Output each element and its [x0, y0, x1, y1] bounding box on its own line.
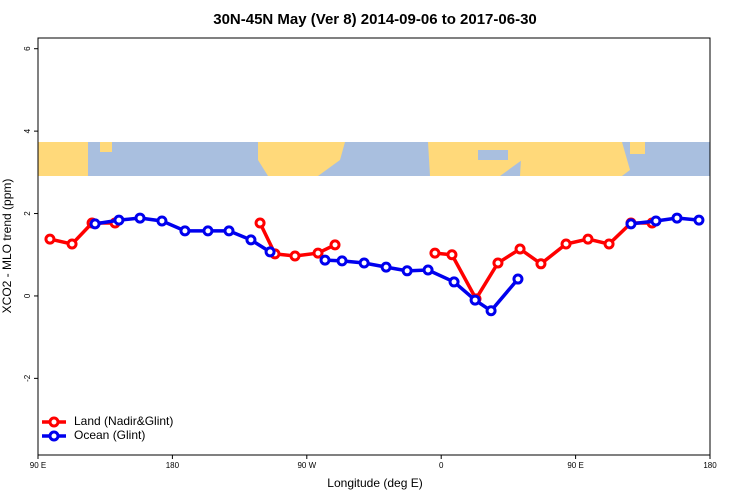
point — [693, 214, 705, 226]
chart-title: 30N-45N May (Ver 8) 2014-09-06 to 2017-0… — [213, 11, 537, 28]
point — [535, 258, 547, 270]
point — [336, 255, 348, 267]
y-tick-label: 0 — [23, 293, 32, 298]
point — [429, 247, 441, 259]
x-tick-label: 0 — [439, 461, 444, 470]
point — [469, 294, 481, 306]
point — [625, 218, 637, 230]
x-tick-label: 180 — [166, 461, 180, 470]
map-strip — [38, 142, 710, 176]
point — [179, 225, 191, 237]
x-tick-label: 90 E — [30, 461, 46, 470]
point — [113, 214, 125, 226]
y-tick-label: 4 — [23, 128, 32, 133]
point — [380, 261, 392, 273]
point — [66, 238, 78, 250]
y-tick-label: 2 — [23, 211, 32, 216]
x-tick-label: 90 E — [567, 461, 583, 470]
plot-frame — [37, 37, 711, 456]
point — [289, 250, 301, 262]
point — [329, 239, 341, 251]
point — [202, 225, 214, 237]
point — [156, 215, 168, 227]
point — [485, 305, 497, 317]
point — [44, 233, 56, 245]
point — [514, 243, 526, 255]
point — [312, 247, 324, 259]
point — [603, 238, 615, 250]
point — [446, 249, 458, 261]
point — [671, 212, 683, 224]
legend-marker — [48, 430, 60, 442]
point — [492, 257, 504, 269]
legend-label: Land (Nadir&Glint) — [74, 414, 173, 428]
y-tick-label: -2 — [23, 374, 32, 382]
point — [264, 246, 276, 258]
legend-label: Ocean (Glint) — [74, 428, 145, 442]
point — [89, 218, 101, 230]
point — [134, 212, 146, 224]
point — [560, 238, 572, 250]
x-tick-label: 90 W — [297, 461, 316, 470]
x-axis-label: Longitude (deg E) — [327, 476, 422, 490]
point — [358, 257, 370, 269]
x-tick-label: 180 — [703, 461, 717, 470]
legend-marker — [48, 416, 60, 428]
y-tick-label: 6 — [23, 46, 32, 51]
point — [401, 265, 413, 277]
point — [254, 217, 266, 229]
point — [422, 264, 434, 276]
point — [223, 225, 235, 237]
point — [650, 215, 662, 227]
point — [582, 233, 594, 245]
y-axis-label: XCO2 - MLO trend (ppm) — [0, 179, 14, 314]
point — [448, 276, 460, 288]
point — [245, 234, 257, 246]
point — [319, 254, 331, 266]
point — [512, 273, 524, 285]
